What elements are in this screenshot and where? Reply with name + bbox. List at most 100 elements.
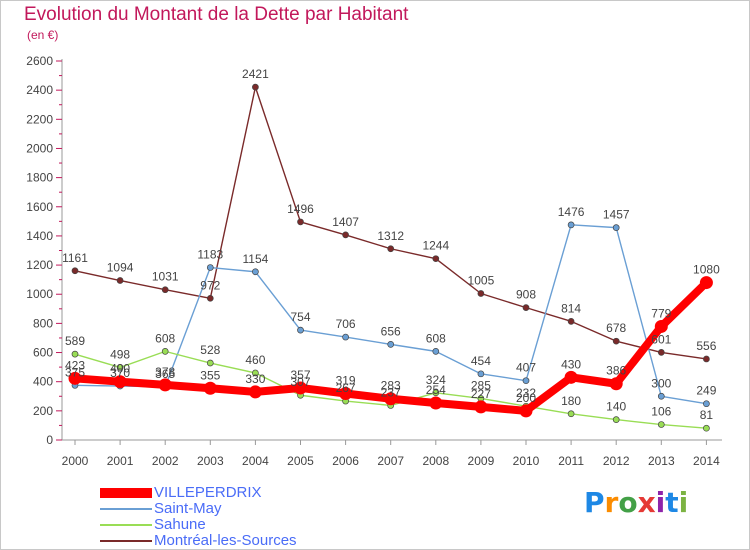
legend-item: VILLEPERDRIX <box>100 484 360 501</box>
data-label: 556 <box>696 339 716 353</box>
legend-swatch <box>100 508 152 510</box>
data-point <box>342 333 349 341</box>
brand-logo: Proxiti <box>584 486 688 519</box>
x-tick-label: 2012 <box>603 454 630 468</box>
series-line <box>74 86 707 360</box>
data-label: 319 <box>336 373 356 387</box>
y-tick-label: 1400 <box>26 229 53 243</box>
data-point <box>161 286 169 294</box>
data-point <box>206 294 214 302</box>
y-tick-label: 600 <box>33 346 53 360</box>
data-point <box>654 319 668 333</box>
legend-swatch <box>100 540 152 542</box>
data-point <box>612 337 620 345</box>
data-point <box>387 245 395 253</box>
data-point <box>657 421 665 428</box>
data-label: 1407 <box>332 215 359 229</box>
data-label: 357 <box>290 368 310 382</box>
data-point <box>297 326 304 334</box>
y-tick-label: 2000 <box>26 141 53 155</box>
data-point <box>477 290 485 297</box>
data-point <box>116 364 124 371</box>
data-label: 754 <box>290 310 310 324</box>
data-label: 528 <box>200 343 220 357</box>
y-tick-label: 1000 <box>26 287 53 301</box>
data-label: 283 <box>381 379 401 393</box>
data-label: 423 <box>65 358 85 372</box>
data-label: 106 <box>651 405 671 419</box>
legend-item: Sahune <box>100 516 360 533</box>
series-0 <box>68 276 713 418</box>
x-tick-label: 2006 <box>332 454 359 468</box>
data-label: 460 <box>245 353 265 367</box>
y-tick-label: 1600 <box>26 200 53 214</box>
x-tick-label: 2000 <box>62 454 89 468</box>
data-point <box>384 392 398 406</box>
chart-subtitle: (en €) <box>27 28 59 42</box>
data-point <box>703 424 710 432</box>
data-point <box>71 267 79 275</box>
brand-letter: t <box>665 486 679 519</box>
data-point <box>703 400 710 408</box>
data-label: 656 <box>381 324 401 338</box>
data-point <box>699 276 713 290</box>
data-label: 1080 <box>693 263 720 277</box>
data-point <box>248 385 262 399</box>
y-tick-label: 0 <box>46 433 53 447</box>
legend: VILLEPERDRIX Saint-May Sahune Montréal-les-… <box>100 484 360 549</box>
data-label: 706 <box>336 317 356 331</box>
y-tick-label: 1200 <box>26 258 53 272</box>
data-point <box>71 350 79 358</box>
y-tick-label: 200 <box>33 404 53 418</box>
series-1 <box>71 221 710 408</box>
data-label: 200 <box>516 391 536 405</box>
data-label: 1312 <box>377 229 404 243</box>
data-point <box>609 377 623 391</box>
brand-letter: r <box>604 486 619 519</box>
data-point <box>703 355 710 363</box>
data-label: 498 <box>110 347 130 361</box>
data-label: 267 <box>336 381 356 395</box>
series-3 <box>71 83 710 363</box>
data-point <box>477 370 485 378</box>
x-tick-label: 2004 <box>242 454 269 468</box>
x-tick-label: 2011 <box>558 454 584 468</box>
data-label: 601 <box>651 332 671 346</box>
data-point <box>342 231 349 239</box>
legend-label: Montréal-les-Sources <box>154 532 297 549</box>
data-label: 400 <box>110 362 130 376</box>
x-tick-label: 2014 <box>693 454 720 468</box>
y-tick-label: 1800 <box>26 171 53 185</box>
data-label: 2421 <box>242 67 269 81</box>
chart-title: Evolution du Montant de la Dette par Hab… <box>24 4 409 25</box>
data-point <box>432 348 440 355</box>
y-tick-label: 2600 <box>26 54 53 68</box>
x-tick-label: 2009 <box>468 454 495 468</box>
data-point <box>203 381 217 395</box>
data-point <box>612 416 620 423</box>
data-point <box>252 83 259 91</box>
data-label: 1183 <box>197 248 223 262</box>
data-point <box>612 224 620 231</box>
x-tick-label: 2010 <box>513 454 540 468</box>
data-label: 779 <box>651 306 671 320</box>
brand-letter: i <box>678 486 689 519</box>
data-label: 1154 <box>242 252 268 266</box>
brand-letter: o <box>618 486 638 519</box>
data-labels: 423 400 378 355 330 357 319 283 254 227 200 430 386 7… <box>62 67 720 422</box>
data-point <box>522 304 530 311</box>
data-label: 237 <box>381 385 401 399</box>
data-label: 81 <box>700 408 714 422</box>
legend-swatch <box>100 524 152 526</box>
data-label: 1476 <box>558 205 585 219</box>
data-point <box>252 369 259 377</box>
data-label: 307 <box>290 375 310 389</box>
brand-letter: x <box>637 486 656 519</box>
data-label: 375 <box>65 365 85 379</box>
legend-label: Saint-May <box>154 500 222 517</box>
data-point <box>158 378 172 392</box>
data-label: 1496 <box>287 202 314 216</box>
data-point <box>206 359 214 367</box>
